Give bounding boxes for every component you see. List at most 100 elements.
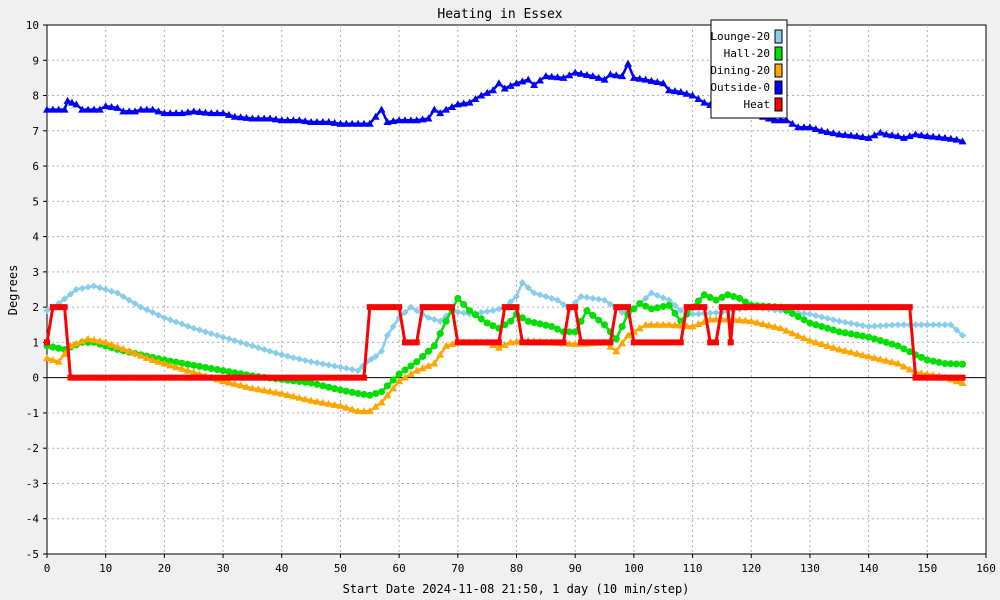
data-point-hall-20 xyxy=(307,379,315,387)
data-point-hall-20 xyxy=(923,356,931,364)
data-point-hall-20 xyxy=(430,342,438,350)
data-point-outside-0 xyxy=(318,117,327,125)
data-point-dining-20 xyxy=(665,320,674,328)
y-tick-label: 9 xyxy=(32,54,39,67)
data-point-dining-20 xyxy=(406,370,415,378)
data-point-hall-20 xyxy=(348,388,356,396)
x-tick-label: 30 xyxy=(216,562,229,575)
data-point-outside-0 xyxy=(565,71,574,79)
data-point-dining-20 xyxy=(324,399,333,407)
data-point-hall-20 xyxy=(642,302,650,310)
data-point-outside-0 xyxy=(577,69,586,77)
data-point-outside-0 xyxy=(776,116,785,124)
data-point-heat xyxy=(900,304,907,311)
data-point-lounge-20 xyxy=(266,347,274,355)
data-point-hall-20 xyxy=(724,291,732,299)
data-point-heat xyxy=(466,339,473,346)
data-point-hall-20 xyxy=(542,321,550,329)
data-point-dining-20 xyxy=(512,337,521,345)
data-point-outside-0 xyxy=(700,98,709,106)
data-point-heat xyxy=(607,339,614,346)
series-outside-0 xyxy=(43,59,967,145)
data-point-dining-20 xyxy=(289,392,298,400)
data-point-heat xyxy=(889,304,896,311)
data-point-hall-20 xyxy=(929,357,937,365)
data-point-hall-20 xyxy=(847,330,855,338)
data-point-heat xyxy=(542,339,549,346)
data-point-heat xyxy=(55,304,62,311)
data-point-outside-0 xyxy=(794,123,803,131)
data-point-heat xyxy=(718,304,725,311)
data-point-dining-20 xyxy=(219,377,228,385)
data-point-lounge-20 xyxy=(301,356,309,364)
data-point-outside-0 xyxy=(958,137,967,145)
data-point-hall-20 xyxy=(471,311,479,319)
data-point-heat xyxy=(155,374,162,381)
data-point-lounge-20 xyxy=(689,310,697,318)
data-point-hall-20 xyxy=(876,337,884,345)
y-tick-label: 10 xyxy=(26,19,39,32)
data-point-dining-20 xyxy=(776,324,785,332)
data-point-heat xyxy=(378,304,385,311)
data-point-outside-0 xyxy=(213,109,222,117)
data-point-heat xyxy=(947,374,954,381)
data-point-heat xyxy=(601,339,608,346)
data-point-outside-0 xyxy=(442,105,451,113)
data-point-lounge-20 xyxy=(149,308,157,316)
data-point-dining-20 xyxy=(858,351,867,359)
data-point-heat xyxy=(249,374,256,381)
data-point-hall-20 xyxy=(413,358,421,366)
y-tick-label: -5 xyxy=(26,548,39,561)
data-point-lounge-20 xyxy=(407,303,415,311)
data-point-lounge-20 xyxy=(278,351,286,359)
data-point-heat xyxy=(67,374,74,381)
data-point-hall-20 xyxy=(489,322,497,330)
data-point-lounge-20 xyxy=(190,324,198,332)
data-point-lounge-20 xyxy=(143,306,151,314)
data-point-lounge-20 xyxy=(806,310,814,318)
data-point-heat xyxy=(730,304,737,311)
data-point-lounge-20 xyxy=(243,340,251,348)
data-point-heat xyxy=(278,374,285,381)
legend-label-heat: Heat xyxy=(744,98,771,111)
data-point-lounge-20 xyxy=(389,323,397,331)
data-point-heat xyxy=(613,304,620,311)
data-point-lounge-20 xyxy=(178,320,186,328)
data-point-outside-0 xyxy=(248,114,257,122)
data-point-hall-20 xyxy=(589,311,597,319)
data-point-outside-0 xyxy=(172,109,181,117)
data-point-heat xyxy=(625,304,632,311)
data-point-hall-20 xyxy=(336,386,344,394)
data-point-hall-20 xyxy=(870,335,878,343)
data-point-outside-0 xyxy=(301,117,310,125)
data-point-outside-0 xyxy=(682,89,691,97)
data-point-hall-20 xyxy=(888,340,896,348)
data-point-lounge-20 xyxy=(882,321,890,329)
legend-label-lounge-20: Lounge-20 xyxy=(710,30,770,43)
data-point-dining-20 xyxy=(641,320,650,328)
data-point-dining-20 xyxy=(89,336,98,344)
data-point-outside-0 xyxy=(899,133,908,141)
data-point-lounge-20 xyxy=(319,360,327,368)
data-point-outside-0 xyxy=(219,109,228,117)
data-point-heat xyxy=(413,339,420,346)
data-point-hall-20 xyxy=(694,297,702,305)
data-point-hall-20 xyxy=(483,319,491,327)
data-point-heat xyxy=(231,374,238,381)
data-point-dining-20 xyxy=(805,336,814,344)
data-point-heat xyxy=(220,374,227,381)
data-point-dining-20 xyxy=(758,320,767,328)
data-point-dining-20 xyxy=(277,389,286,397)
data-point-heat xyxy=(319,374,326,381)
data-point-dining-20 xyxy=(870,353,879,361)
data-point-heat xyxy=(431,304,438,311)
data-point-hall-20 xyxy=(213,366,221,374)
data-point-dining-20 xyxy=(330,400,339,408)
x-tick-label: 110 xyxy=(683,562,703,575)
data-point-heat xyxy=(848,304,855,311)
data-point-outside-0 xyxy=(63,96,72,104)
data-point-lounge-20 xyxy=(959,331,967,339)
legend: Lounge-20 Hall-20 Dining-20 Outside-0 Heat xyxy=(710,19,788,119)
data-point-dining-20 xyxy=(653,320,662,328)
data-point-lounge-20 xyxy=(295,355,303,363)
